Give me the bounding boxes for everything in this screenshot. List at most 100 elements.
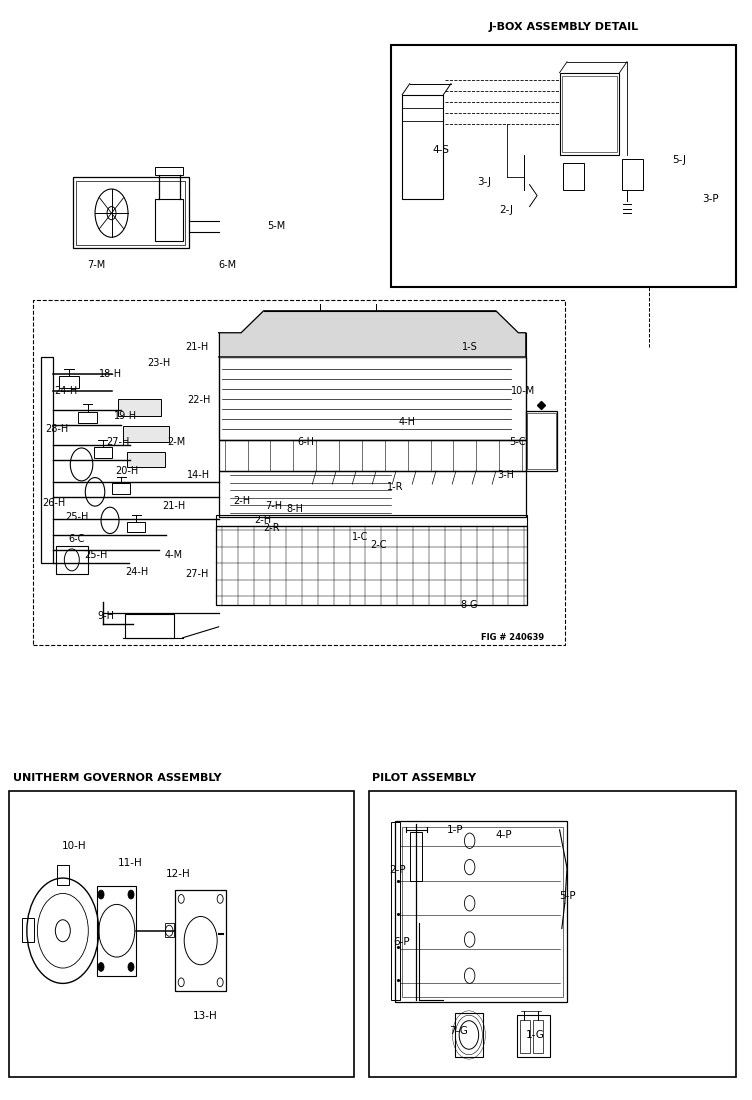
Bar	[123, 426, 169, 442]
Bar	[559, 73, 620, 155]
Bar	[402, 826, 563, 997]
Bar	[219, 356, 526, 440]
Bar	[23, 917, 35, 942]
Bar	[175, 890, 226, 991]
Bar	[455, 1013, 483, 1057]
Text: 28-H: 28-H	[45, 425, 68, 435]
Text: 26-H: 26-H	[43, 498, 66, 508]
Text: 14-H: 14-H	[187, 471, 211, 481]
Text: 20-H: 20-H	[115, 466, 138, 476]
Text: 24-H: 24-H	[54, 386, 77, 396]
Bar	[77, 411, 97, 422]
Bar	[57, 865, 69, 884]
Text: 10-M: 10-M	[511, 386, 535, 396]
Text: 27-H: 27-H	[185, 569, 208, 579]
Bar	[9, 791, 353, 1077]
Text: 3-H: 3-H	[497, 471, 514, 481]
Bar	[517, 1015, 550, 1057]
Text: 3-J: 3-J	[478, 177, 491, 187]
Text: 2-P: 2-P	[390, 866, 406, 876]
Bar	[59, 376, 78, 388]
Bar	[76, 182, 185, 245]
Bar	[562, 76, 617, 152]
Text: PILOT ASSEMBLY: PILOT ASSEMBLY	[372, 772, 476, 782]
Bar	[402, 95, 444, 199]
Text: 1-R: 1-R	[387, 483, 404, 493]
Text: 25-H: 25-H	[65, 513, 89, 522]
Bar	[165, 923, 174, 937]
Bar	[395, 821, 567, 1002]
Bar	[219, 471, 526, 517]
Polygon shape	[219, 311, 526, 356]
Bar	[526, 410, 557, 471]
Text: 13-H: 13-H	[193, 1011, 217, 1021]
Bar	[533, 1020, 543, 1053]
Bar	[368, 791, 735, 1077]
Text: 19-H: 19-H	[114, 411, 137, 421]
Bar	[219, 440, 526, 471]
Bar	[391, 45, 735, 287]
Text: J-BOX ASSEMBLY DETAIL: J-BOX ASSEMBLY DETAIL	[488, 22, 638, 32]
Bar	[520, 1020, 529, 1053]
Text: 1-P: 1-P	[447, 825, 464, 835]
Text: 24-H: 24-H	[125, 566, 148, 576]
Text: 6-C: 6-C	[69, 534, 85, 544]
Bar	[93, 447, 111, 458]
Circle shape	[98, 890, 104, 899]
Text: 3-P: 3-P	[702, 194, 719, 204]
Bar	[41, 356, 53, 563]
Text: FIG # 240639: FIG # 240639	[481, 634, 544, 642]
Text: 11-H: 11-H	[117, 858, 142, 868]
Text: 5-J: 5-J	[672, 155, 686, 165]
Text: 21-H: 21-H	[185, 342, 208, 352]
Bar	[155, 199, 183, 241]
Text: 8-H: 8-H	[286, 505, 303, 515]
Text: 2-R: 2-R	[264, 524, 280, 534]
Text: 6-M: 6-M	[219, 260, 237, 270]
Text: 1-C: 1-C	[352, 531, 368, 542]
Text: 27-H: 27-H	[106, 438, 129, 448]
Bar	[391, 822, 400, 1000]
Text: 2-H: 2-H	[234, 496, 250, 506]
Bar	[312, 311, 384, 331]
Text: 1-G: 1-G	[526, 1030, 544, 1040]
Text: 2-H: 2-H	[255, 516, 271, 526]
Bar	[217, 526, 527, 605]
Bar	[217, 515, 527, 526]
Text: 5-P: 5-P	[559, 891, 576, 901]
Text: 6-H: 6-H	[297, 438, 314, 448]
Text: 18-H: 18-H	[99, 370, 122, 379]
Bar	[155, 167, 183, 175]
Text: 9-H: 9-H	[97, 610, 114, 620]
Text: 7-G: 7-G	[450, 1025, 468, 1035]
Text: 21-H: 21-H	[162, 502, 186, 512]
Bar	[97, 886, 136, 976]
Text: 23-H: 23-H	[147, 359, 171, 369]
Text: 2-M: 2-M	[168, 438, 186, 448]
Text: 22-H: 22-H	[187, 395, 211, 405]
Text: 4-P: 4-P	[496, 830, 513, 840]
Text: 12-H: 12-H	[166, 869, 191, 879]
Text: 5-C: 5-C	[509, 438, 526, 448]
Text: 5-M: 5-M	[268, 221, 286, 231]
Bar	[622, 160, 643, 190]
Text: 10-H: 10-H	[62, 842, 86, 851]
Bar	[527, 412, 556, 469]
Bar	[112, 483, 130, 494]
Text: 7-M: 7-M	[87, 260, 106, 270]
Bar	[125, 614, 174, 638]
Text: UNITHERM GOVERNOR ASSEMBLY: UNITHERM GOVERNOR ASSEMBLY	[13, 772, 221, 782]
Circle shape	[128, 962, 134, 971]
Bar	[127, 521, 145, 532]
Bar	[56, 546, 87, 574]
Bar	[127, 452, 165, 466]
Text: 6-P: 6-P	[393, 937, 410, 947]
Text: 4-S: 4-S	[432, 144, 449, 154]
Bar	[33, 300, 565, 646]
Text: 7-H: 7-H	[265, 502, 282, 512]
Bar	[117, 398, 161, 416]
Text: 2-C: 2-C	[370, 539, 387, 550]
Text: 1-S: 1-S	[462, 342, 478, 352]
Text: 25-H: 25-H	[83, 550, 108, 561]
Bar	[410, 832, 422, 881]
